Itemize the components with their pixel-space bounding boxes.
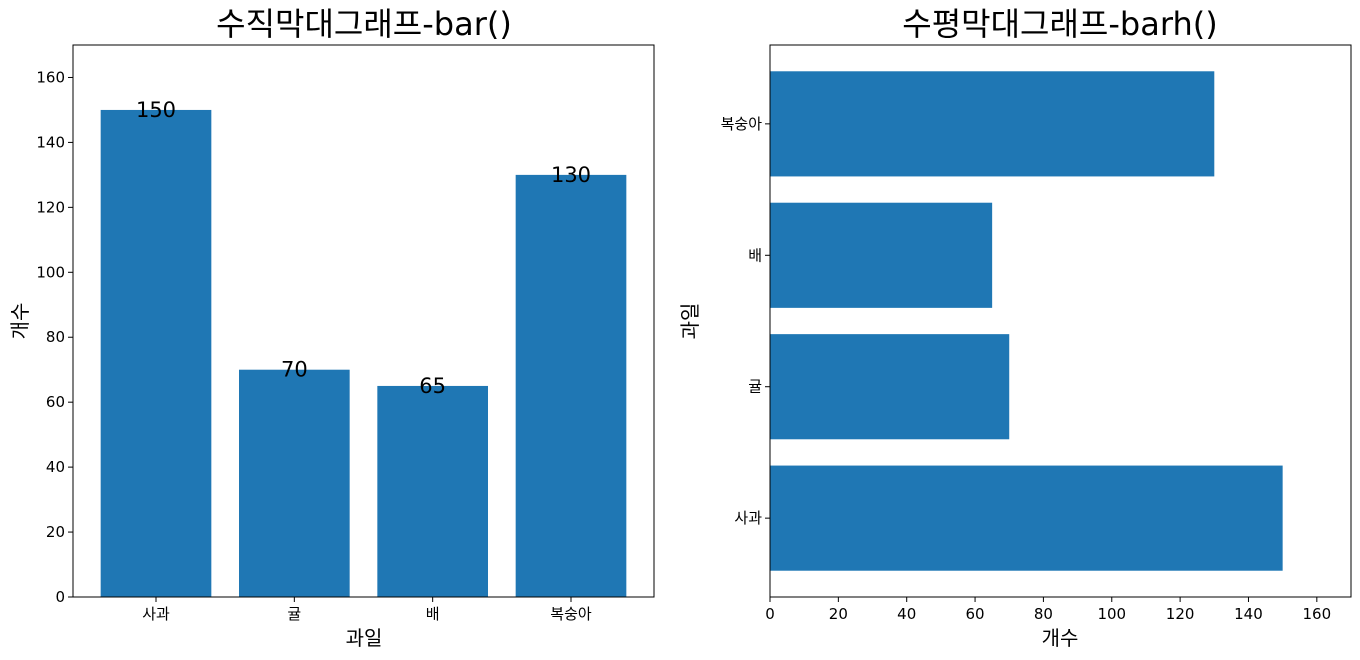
right-bars [770,71,1283,571]
left-plot-frame [72,44,655,598]
right-x-tick-label-1: 20 [829,605,848,623]
right-y-tick-label-0: 사과 [734,509,762,527]
left-x-tick-label-2: 배 [426,605,440,623]
right-chart-title: 수평막대그래프-barh() [902,5,1217,43]
left-x-tick-label-0: 사과 [142,605,170,623]
left-data-label-3: 130 [551,163,591,187]
left-x-tick-label-3: 복숭아 [550,605,592,623]
right-x-tick-label-0: 0 [765,605,775,623]
left-x-tick-label-1: 귤 [287,605,301,623]
left-bar-3 [515,174,627,597]
left-y-tick-label-1: 20 [46,523,65,541]
right-x-axis-label: 개수 [1042,626,1079,650]
right-y-tick-label-3: 복숭아 [721,115,763,133]
right-x-tick-label-8: 160 [1303,605,1332,623]
right-plot-frame [769,44,1352,598]
left-y-tick-label-4: 80 [46,328,65,346]
left-data-label-2: 65 [419,374,446,398]
right-bar-1 [770,334,1010,440]
right-x-tick-label-5: 100 [1097,605,1126,623]
right-x-tick-label-4: 80 [1034,605,1053,623]
vertical-bar-chart: 수직막대그래프-bar() 150 70 65 130 0 20 40 60 80 100 120… [8,5,655,650]
right-x-tick-label-2: 40 [897,605,916,623]
left-data-label-1: 70 [281,358,308,382]
right-bar-2 [770,202,993,308]
right-bar-0 [770,465,1283,571]
left-bar-1 [239,369,350,597]
right-bar-3 [770,71,1215,177]
left-data-label-0: 150 [136,98,176,122]
left-bar-0 [100,109,212,598]
left-y-tick-label-2: 40 [46,458,65,476]
right-x-tick-label-3: 60 [966,605,985,623]
right-x-ticks: 0 20 40 60 80 100 120 140 160 [765,597,1331,623]
left-y-ticks: 0 20 40 60 80 100 120 140 160 [36,68,73,606]
left-y-tick-label-6: 120 [36,198,65,216]
left-y-tick-label-5: 100 [36,263,65,281]
left-chart-title: 수직막대그래프-bar() [216,5,512,43]
left-data-labels: 150 70 65 130 [136,98,591,398]
left-y-tick-label-8: 160 [36,68,65,86]
left-y-tick-label-0: 0 [55,588,65,606]
left-bar-2 [377,385,488,597]
left-bars [100,109,627,598]
right-y-ticks: 사과 귤 배 복숭아 [721,115,770,527]
left-y-tick-label-7: 140 [36,133,65,151]
right-y-axis-label: 과일 [678,303,702,340]
right-x-tick-label-6: 120 [1166,605,1195,623]
right-x-tick-label-7: 140 [1234,605,1263,623]
right-y-tick-label-1: 귤 [748,378,762,396]
left-y-axis-label: 개수 [8,303,32,340]
left-x-ticks: 사과 귤 배 복숭아 [142,597,592,623]
right-y-tick-label-2: 배 [748,246,762,264]
horizontal-bar-chart: 수평막대그래프-barh() 사과 귤 배 복숭아 0 20 40 60 80 100 120 14… [678,5,1352,650]
left-x-axis-label: 과일 [346,626,383,650]
left-y-tick-label-3: 60 [46,393,65,411]
